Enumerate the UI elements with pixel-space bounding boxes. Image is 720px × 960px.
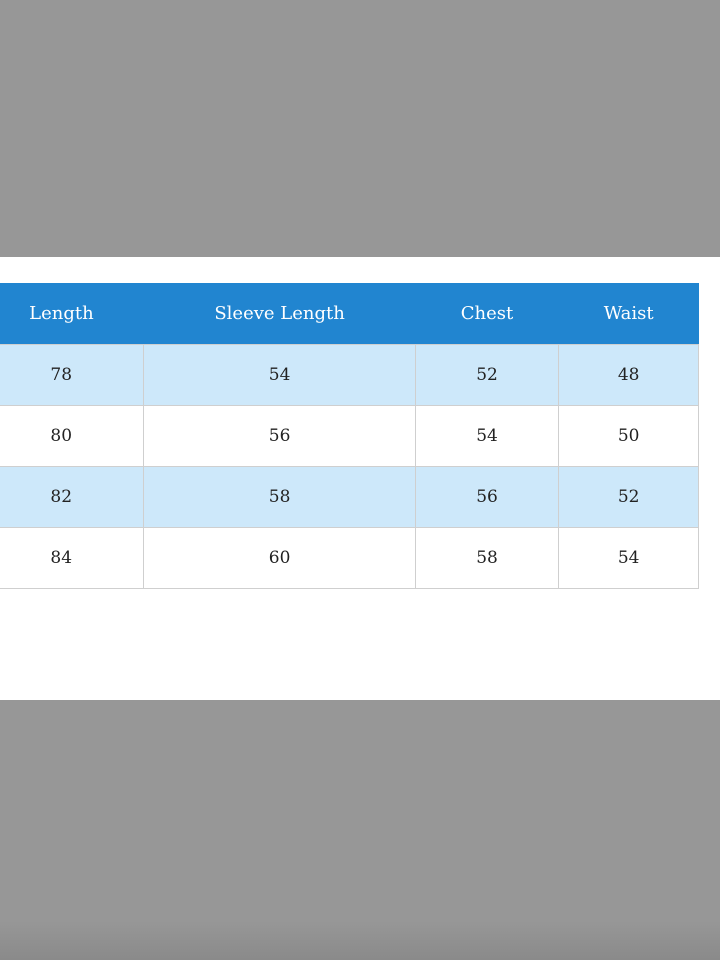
dimmed-backdrop-top: [0, 0, 720, 257]
cell-length: 82: [0, 466, 145, 528]
cell-waist: 50: [558, 405, 699, 467]
cell-waist: 54: [558, 527, 699, 589]
cell-chest: 54: [415, 405, 560, 467]
dimmed-backdrop-bottom: [0, 700, 720, 960]
header-chest: Chest: [415, 283, 559, 345]
table-row: 82 58 56 52: [0, 466, 699, 528]
cell-length: 84: [0, 527, 145, 589]
cell-length: 80: [0, 405, 145, 467]
table-header-row: Length Sleeve Length Chest Waist: [0, 283, 699, 345]
size-table: Length Sleeve Length Chest Waist 78 54 5…: [0, 283, 699, 589]
table-row: 78 54 52 48: [0, 344, 699, 406]
cell-chest: 58: [415, 527, 560, 589]
cell-sleeve-length: 54: [143, 344, 416, 406]
cell-sleeve-length: 58: [143, 466, 416, 528]
header-sleeve-length: Sleeve Length: [143, 283, 416, 345]
header-waist: Waist: [558, 283, 699, 345]
cell-length: 78: [0, 344, 145, 406]
cell-waist: 48: [558, 344, 699, 406]
table-row: 80 56 54 50: [0, 405, 699, 467]
cell-waist: 52: [558, 466, 699, 528]
cell-chest: 56: [415, 466, 560, 528]
size-chart-panel: Length Sleeve Length Chest Waist 78 54 5…: [0, 257, 720, 700]
header-length: Length: [0, 283, 144, 345]
cell-sleeve-length: 60: [143, 527, 416, 589]
cell-sleeve-length: 56: [143, 405, 416, 467]
table-row: 84 60 58 54: [0, 527, 699, 589]
cell-chest: 52: [415, 344, 560, 406]
